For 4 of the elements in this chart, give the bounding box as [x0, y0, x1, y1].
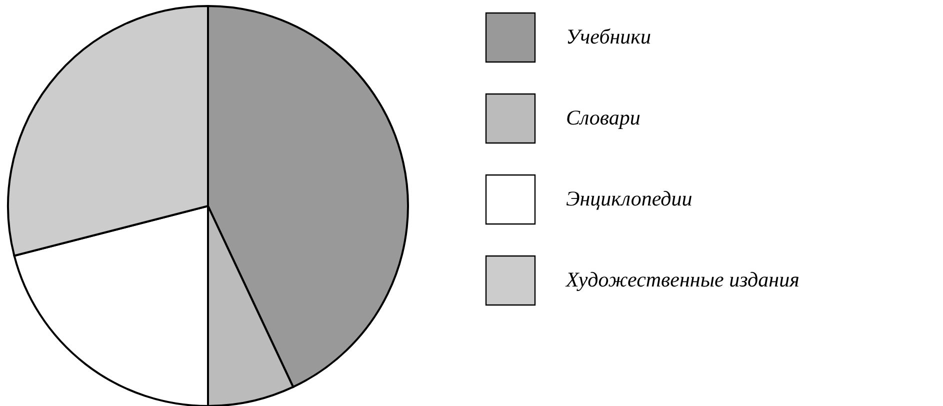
legend-label: Энциклопедии — [566, 186, 692, 210]
legend-label: Словари — [566, 106, 640, 130]
legend-label: Художественные издания — [565, 268, 800, 292]
legend-label: Учебники — [566, 24, 651, 48]
